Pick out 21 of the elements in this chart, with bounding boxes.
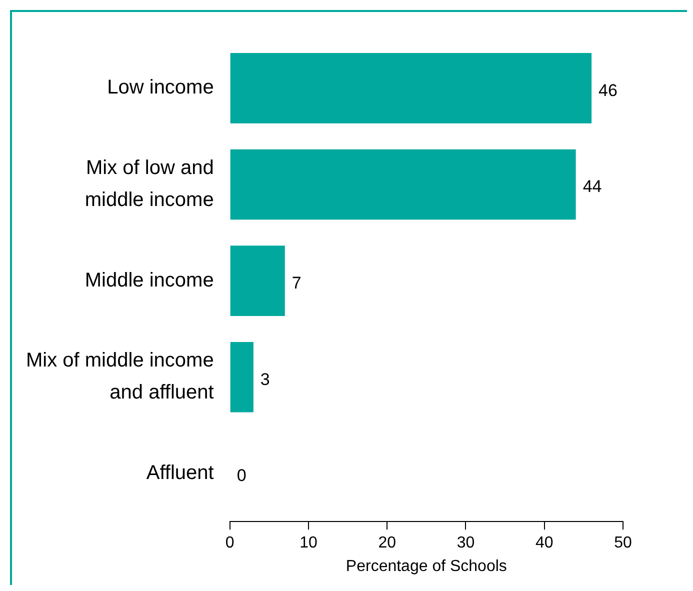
- x-tick-label: 30: [456, 534, 475, 552]
- y-tick-label: Middle income: [84, 269, 214, 292]
- data-label: 7: [292, 273, 302, 292]
- data-label: 46: [598, 80, 618, 100]
- y-tick-label: Low income: [107, 76, 214, 99]
- x-tick-label: 10: [300, 534, 318, 552]
- x-tick-label: 50: [614, 534, 632, 552]
- data-label: 3: [260, 370, 270, 389]
- bar: [230, 246, 285, 316]
- y-tick-label: Mix of low and middle income: [84, 156, 214, 211]
- x-tick-label: 40: [535, 534, 554, 552]
- data-label: 0: [236, 466, 246, 486]
- y-tick-label: Affluent: [146, 462, 214, 484]
- bar: [230, 149, 576, 220]
- bar: [230, 53, 592, 124]
- data-label: 44: [582, 177, 602, 196]
- x-tick-label: 20: [378, 534, 396, 552]
- x-tick-label: 0: [225, 534, 234, 552]
- y-tick-label: Mix of middle income and affluent: [26, 350, 214, 404]
- bar: [230, 342, 254, 412]
- x-axis-title: Percentage of Schools: [346, 558, 507, 575]
